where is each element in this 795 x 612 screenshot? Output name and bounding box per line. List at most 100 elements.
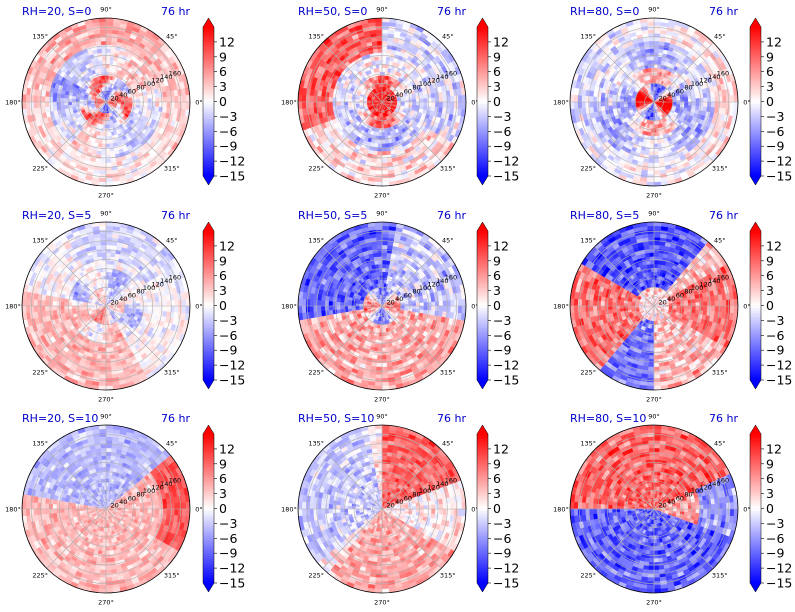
- angle-gridline: [381, 42, 442, 103]
- colorbar-tick-label: 12: [219, 238, 235, 253]
- angle-gridline: [594, 305, 655, 366]
- panel-title: RH=80, S=0: [570, 5, 639, 18]
- angle-tick-label: 225°: [308, 164, 324, 172]
- colorbar-tick-label: −9: [766, 546, 784, 561]
- angle-tick-label: 0°: [471, 99, 478, 107]
- colorbar-tick-label: 0: [493, 94, 501, 109]
- colorbar-tick-label: 9: [766, 456, 774, 471]
- colorbar-extend-bottom: [750, 583, 761, 592]
- angle-tick-label: 180°: [553, 303, 569, 311]
- angle-tick-label: 180°: [553, 506, 569, 514]
- radial-tick-label: 60: [404, 494, 412, 502]
- colorbar-extend-top: [750, 18, 761, 27]
- radial-tick-label: 160: [169, 69, 181, 77]
- angle-tick-label: 315°: [712, 368, 728, 376]
- polar-frame: [569, 221, 739, 391]
- polar-frame: [21, 424, 191, 594]
- radial-tick-label: 80: [136, 288, 144, 296]
- radial-tick-label: 40: [667, 295, 675, 303]
- angle-gridline: [105, 449, 166, 510]
- colorbar-tick-label: 12: [493, 34, 509, 49]
- radial-tick-label: 80: [136, 491, 144, 499]
- angle-gridline: [594, 101, 655, 162]
- angle-tick-label: 225°: [580, 368, 596, 376]
- colorbar-extend-bottom: [750, 380, 761, 389]
- angle-gridline: [653, 449, 714, 510]
- colorbar-tick-label: 3: [219, 79, 227, 94]
- radial-tick-label: 20: [658, 501, 666, 509]
- angle-tick-label: 270°: [98, 599, 114, 607]
- angle-tick-label: 90°: [376, 6, 388, 14]
- angle-tick-label: 135°: [32, 237, 48, 245]
- polar-panel: 0°45°90°135°180°225°270°315°20 40 60 801001…: [5, 209, 245, 404]
- angle-tick-label: 135°: [580, 237, 596, 245]
- angle-tick-label: 0°: [195, 303, 202, 311]
- radial-tick-label: 40: [119, 295, 127, 303]
- angle-gridline: [653, 42, 714, 103]
- colorbar-tick-label: 6: [766, 268, 774, 283]
- colorbar-tick-label: 6: [766, 471, 774, 486]
- radial-tick-label: 120: [152, 484, 164, 492]
- heatmap-field: [298, 222, 466, 390]
- angle-tick-label: 0°: [471, 303, 478, 311]
- angle-tick-label: 90°: [100, 6, 112, 14]
- angle-tick-label: 270°: [374, 396, 390, 404]
- radial-tick-label: 60: [128, 87, 136, 95]
- colorbar-extend-top: [203, 425, 214, 434]
- radial-tick-label: 60: [676, 291, 684, 299]
- angle-tick-label: 225°: [32, 571, 48, 579]
- colorbar-tick-label: −12: [493, 154, 519, 169]
- angle-tick-label: 270°: [374, 599, 390, 607]
- colorbar-extend-top: [477, 222, 488, 231]
- colorbar-tick-label: 9: [219, 253, 227, 268]
- angle-tick-label: 90°: [648, 210, 660, 218]
- radial-tick-label: 80: [684, 84, 692, 92]
- colorbar-tick-label: 12: [493, 238, 509, 253]
- colorbar-tick-label: −6: [766, 124, 784, 139]
- angle-tick-label: 270°: [646, 599, 662, 607]
- colorbar-extend-bottom: [203, 583, 214, 592]
- angle-gridline: [594, 246, 655, 307]
- radial-tick-label: 160: [445, 273, 457, 281]
- polar-panel: 0°45°90°135°180°225°270°315°20 40 60 801001…: [553, 5, 792, 200]
- polar-panel: 0°45°90°135°180°225°270°315°20 40 60 801001…: [5, 5, 245, 200]
- radial-tick-label: 100: [419, 487, 431, 495]
- angle-tick-label: 90°: [376, 413, 388, 421]
- polar-panel: 0°45°90°135°180°225°270°315°20 40 60 801001…: [5, 412, 245, 607]
- panel-time-label: 76 hr: [709, 5, 738, 18]
- polar-frame: [569, 17, 739, 187]
- panel-title: RH=20, S=10: [22, 412, 98, 425]
- polar-panel: 0°45°90°135°180°225°270°315°20 40 60 801001…: [553, 412, 792, 607]
- angle-gridline: [322, 449, 383, 510]
- angle-tick-label: 90°: [100, 413, 112, 421]
- angle-tick-label: 45°: [166, 440, 178, 448]
- colorbar-tick-label: 6: [219, 471, 227, 486]
- angle-tick-label: 270°: [646, 396, 662, 404]
- angle-gridline: [105, 42, 166, 103]
- polar-frame: [21, 221, 191, 391]
- colorbar-tick-label: 3: [493, 79, 501, 94]
- panel-title: RH=50, S=5: [298, 209, 367, 222]
- colorbar-tick-label: 9: [766, 253, 774, 268]
- angle-gridline: [653, 246, 714, 307]
- polar-panel: 0°45°90°135°180°225°270°315°20 40 60 801001…: [553, 209, 792, 404]
- angle-tick-label: 0°: [195, 506, 202, 514]
- colorbar-tick-label: −9: [219, 139, 237, 154]
- radial-tick-label: 60: [404, 87, 412, 95]
- angle-gridline: [105, 246, 166, 307]
- colorbar-tick-label: 3: [219, 283, 227, 298]
- colorbar-tick-label: 3: [766, 283, 774, 298]
- colorbar-tick-label: −15: [493, 576, 519, 591]
- angle-gridline: [594, 449, 655, 510]
- colorbar-extend-bottom: [477, 176, 488, 185]
- colorbar-extend-top: [750, 222, 761, 231]
- colorbar-tick-label: 0: [493, 501, 501, 516]
- angle-gridline: [322, 305, 383, 366]
- radial-tick-label: 100: [143, 80, 155, 88]
- radial-tick-label: 20: [386, 94, 394, 102]
- angle-gridline: [381, 246, 442, 307]
